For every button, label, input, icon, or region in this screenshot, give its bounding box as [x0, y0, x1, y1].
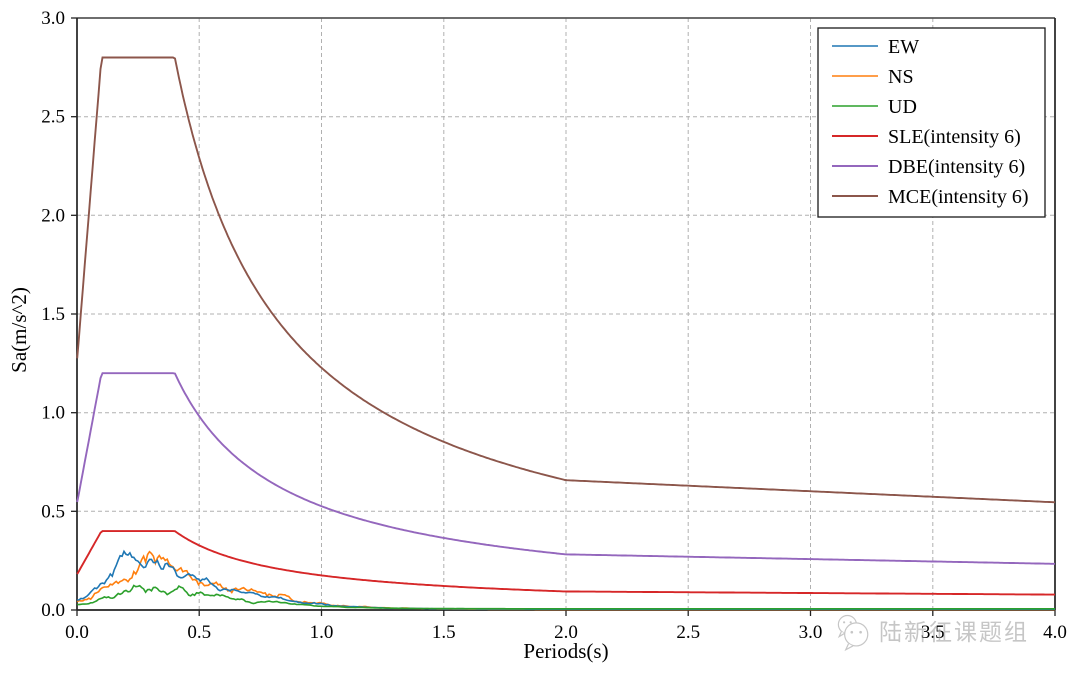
svg-text:EW: EW — [888, 36, 919, 58]
svg-text:Sa(m/s^2): Sa(m/s^2) — [7, 287, 31, 373]
svg-text:1.5: 1.5 — [41, 304, 65, 325]
svg-text:2.5: 2.5 — [676, 622, 700, 643]
svg-text:NS: NS — [888, 66, 914, 88]
svg-text:2.5: 2.5 — [41, 107, 65, 128]
svg-text:Periods(s): Periods(s) — [523, 639, 608, 663]
svg-text:UD: UD — [888, 96, 917, 118]
svg-text:DBE(intensity 6): DBE(intensity 6) — [888, 156, 1025, 178]
svg-text:0.0: 0.0 — [41, 600, 65, 621]
svg-text:3.0: 3.0 — [799, 622, 823, 643]
svg-text:1.0: 1.0 — [310, 622, 334, 643]
svg-text:MCE(intensity 6): MCE(intensity 6) — [888, 186, 1029, 208]
svg-text:1.0: 1.0 — [41, 403, 65, 424]
svg-text:3.0: 3.0 — [41, 8, 65, 29]
svg-text:2.0: 2.0 — [41, 205, 65, 226]
svg-text:0.0: 0.0 — [65, 622, 89, 643]
svg-text:SLE(intensity 6): SLE(intensity 6) — [888, 126, 1021, 148]
svg-text:0.5: 0.5 — [41, 501, 65, 522]
svg-text:1.5: 1.5 — [432, 622, 456, 643]
svg-text:0.5: 0.5 — [187, 622, 211, 643]
